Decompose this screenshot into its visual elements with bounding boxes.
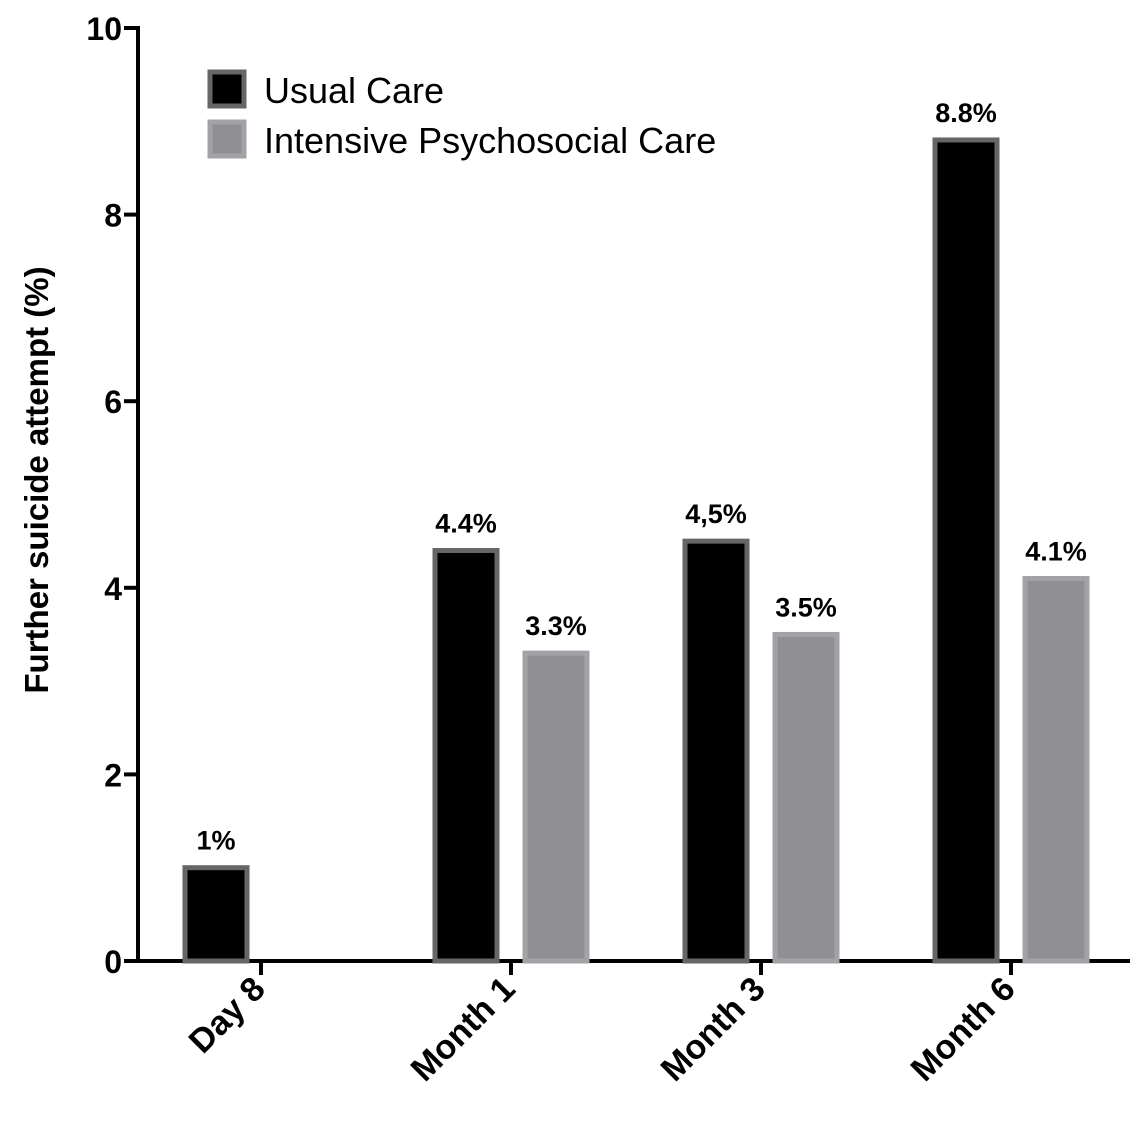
bar-usual-care xyxy=(932,137,1000,964)
x-axis: Day 8 Month 1 Month 3 Month 6 xyxy=(136,959,1130,1089)
y-tick-label: 6 xyxy=(104,384,122,420)
bars xyxy=(182,137,1090,964)
x-tick-label: Day 8 xyxy=(182,970,273,1061)
bar-intensive-care xyxy=(772,631,840,964)
y-tick-label: 4 xyxy=(104,571,122,607)
y-tick-label: 10 xyxy=(86,11,122,47)
bar-usual-care xyxy=(682,538,750,964)
y-tick-label: 2 xyxy=(104,757,122,793)
y-axis: 0 2 4 6 8 10 xyxy=(86,11,140,980)
bar-intensive-care xyxy=(522,650,590,964)
bar-value-label: 3.5% xyxy=(775,592,837,622)
bar-usual-care xyxy=(432,547,500,964)
bar-value-label: 4.1% xyxy=(1025,536,1087,566)
y-tick-label: 0 xyxy=(104,944,122,980)
x-tick-label: Month 1 xyxy=(404,970,523,1089)
legend-label: Intensive Psychosocial Care xyxy=(264,120,716,161)
bar-value-label: 4.4% xyxy=(435,508,497,538)
legend-swatch xyxy=(207,69,247,109)
bar-value-label: 8.8% xyxy=(935,98,997,128)
data-labels: 1% 4.4% 3.3% 4,5% 3.5% 8.8% 4.1% xyxy=(196,98,1086,856)
legend-swatch xyxy=(207,119,247,159)
legend: Usual Care Intensive Psychosocial Care xyxy=(207,69,716,161)
y-axis-title: Further suicide attempt (%) xyxy=(18,266,55,693)
bar-intensive-care xyxy=(1022,575,1090,964)
bar-value-label: 1% xyxy=(196,826,235,856)
bar-value-label: 4,5% xyxy=(685,499,747,529)
legend-label: Usual Care xyxy=(264,70,444,111)
bar-usual-care xyxy=(182,865,250,964)
x-tick-label: Month 6 xyxy=(904,970,1023,1089)
bar-value-label: 3.3% xyxy=(525,611,587,641)
y-tick-label: 8 xyxy=(104,198,122,234)
x-tick-label: Month 3 xyxy=(654,970,773,1089)
